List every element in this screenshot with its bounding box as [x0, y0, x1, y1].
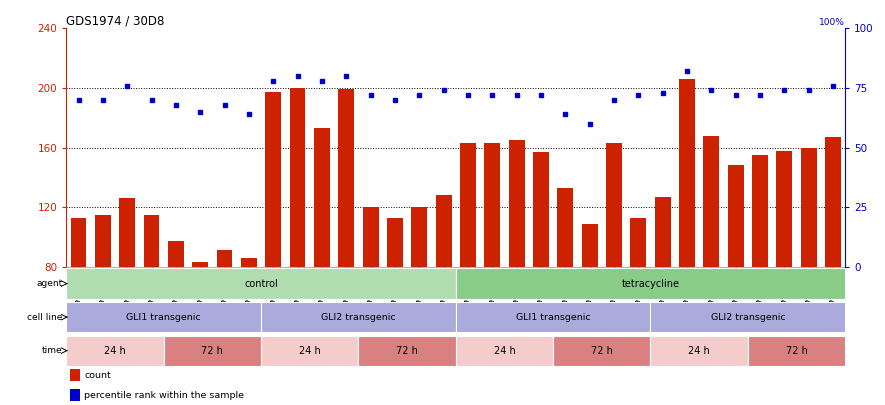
Bar: [533, 152, 549, 267]
Bar: [71, 217, 87, 267]
Bar: [119, 198, 135, 267]
Bar: [387, 217, 403, 267]
Bar: [363, 207, 379, 267]
Text: control: control: [244, 279, 278, 289]
Text: 24 h: 24 h: [104, 345, 126, 356]
Bar: [241, 258, 257, 267]
Bar: [164, 336, 261, 366]
Bar: [553, 336, 650, 366]
Bar: [727, 166, 743, 267]
Bar: [289, 88, 305, 267]
Bar: [266, 92, 281, 267]
Bar: [456, 269, 845, 298]
Bar: [776, 151, 792, 267]
Bar: [460, 143, 476, 267]
Bar: [66, 336, 164, 366]
Bar: [650, 336, 748, 366]
Text: 24 h: 24 h: [689, 345, 710, 356]
Bar: [358, 336, 456, 366]
Text: tetracycline: tetracycline: [621, 279, 680, 289]
Text: time: time: [42, 346, 63, 355]
Bar: [70, 389, 80, 401]
Bar: [261, 336, 358, 366]
Bar: [192, 262, 208, 267]
Text: GLI2 transgenic: GLI2 transgenic: [321, 313, 396, 322]
Text: 72 h: 72 h: [202, 345, 223, 356]
Bar: [630, 217, 646, 267]
Bar: [217, 250, 233, 267]
Bar: [456, 336, 553, 366]
Bar: [143, 215, 159, 267]
Bar: [679, 79, 695, 267]
Bar: [261, 302, 456, 332]
Bar: [655, 197, 671, 267]
Text: 24 h: 24 h: [299, 345, 320, 356]
Text: GLI1 transgenic: GLI1 transgenic: [516, 313, 590, 322]
Bar: [484, 143, 500, 267]
Text: 72 h: 72 h: [786, 345, 807, 356]
Text: 24 h: 24 h: [494, 345, 515, 356]
Bar: [70, 369, 80, 381]
Text: 100%: 100%: [820, 18, 845, 27]
Bar: [314, 128, 330, 267]
Bar: [338, 90, 354, 267]
Bar: [581, 224, 597, 267]
Bar: [509, 140, 525, 267]
Bar: [650, 302, 845, 332]
Text: 72 h: 72 h: [396, 345, 418, 356]
Bar: [704, 136, 720, 267]
Bar: [752, 155, 768, 267]
Bar: [558, 188, 573, 267]
Text: count: count: [84, 371, 111, 379]
Text: percentile rank within the sample: percentile rank within the sample: [84, 391, 244, 400]
Bar: [801, 147, 817, 267]
Bar: [412, 207, 427, 267]
Bar: [168, 241, 184, 267]
Text: 72 h: 72 h: [591, 345, 612, 356]
Text: GDS1974 / 30D8: GDS1974 / 30D8: [66, 14, 165, 27]
Text: GLI1 transgenic: GLI1 transgenic: [127, 313, 201, 322]
Bar: [456, 302, 650, 332]
Text: GLI2 transgenic: GLI2 transgenic: [711, 313, 785, 322]
Bar: [66, 302, 261, 332]
Bar: [95, 215, 111, 267]
Bar: [435, 195, 451, 267]
Bar: [66, 269, 456, 298]
Text: agent: agent: [36, 279, 63, 288]
Text: cell line: cell line: [27, 313, 63, 322]
Bar: [825, 137, 841, 267]
Bar: [748, 336, 845, 366]
Bar: [606, 143, 622, 267]
